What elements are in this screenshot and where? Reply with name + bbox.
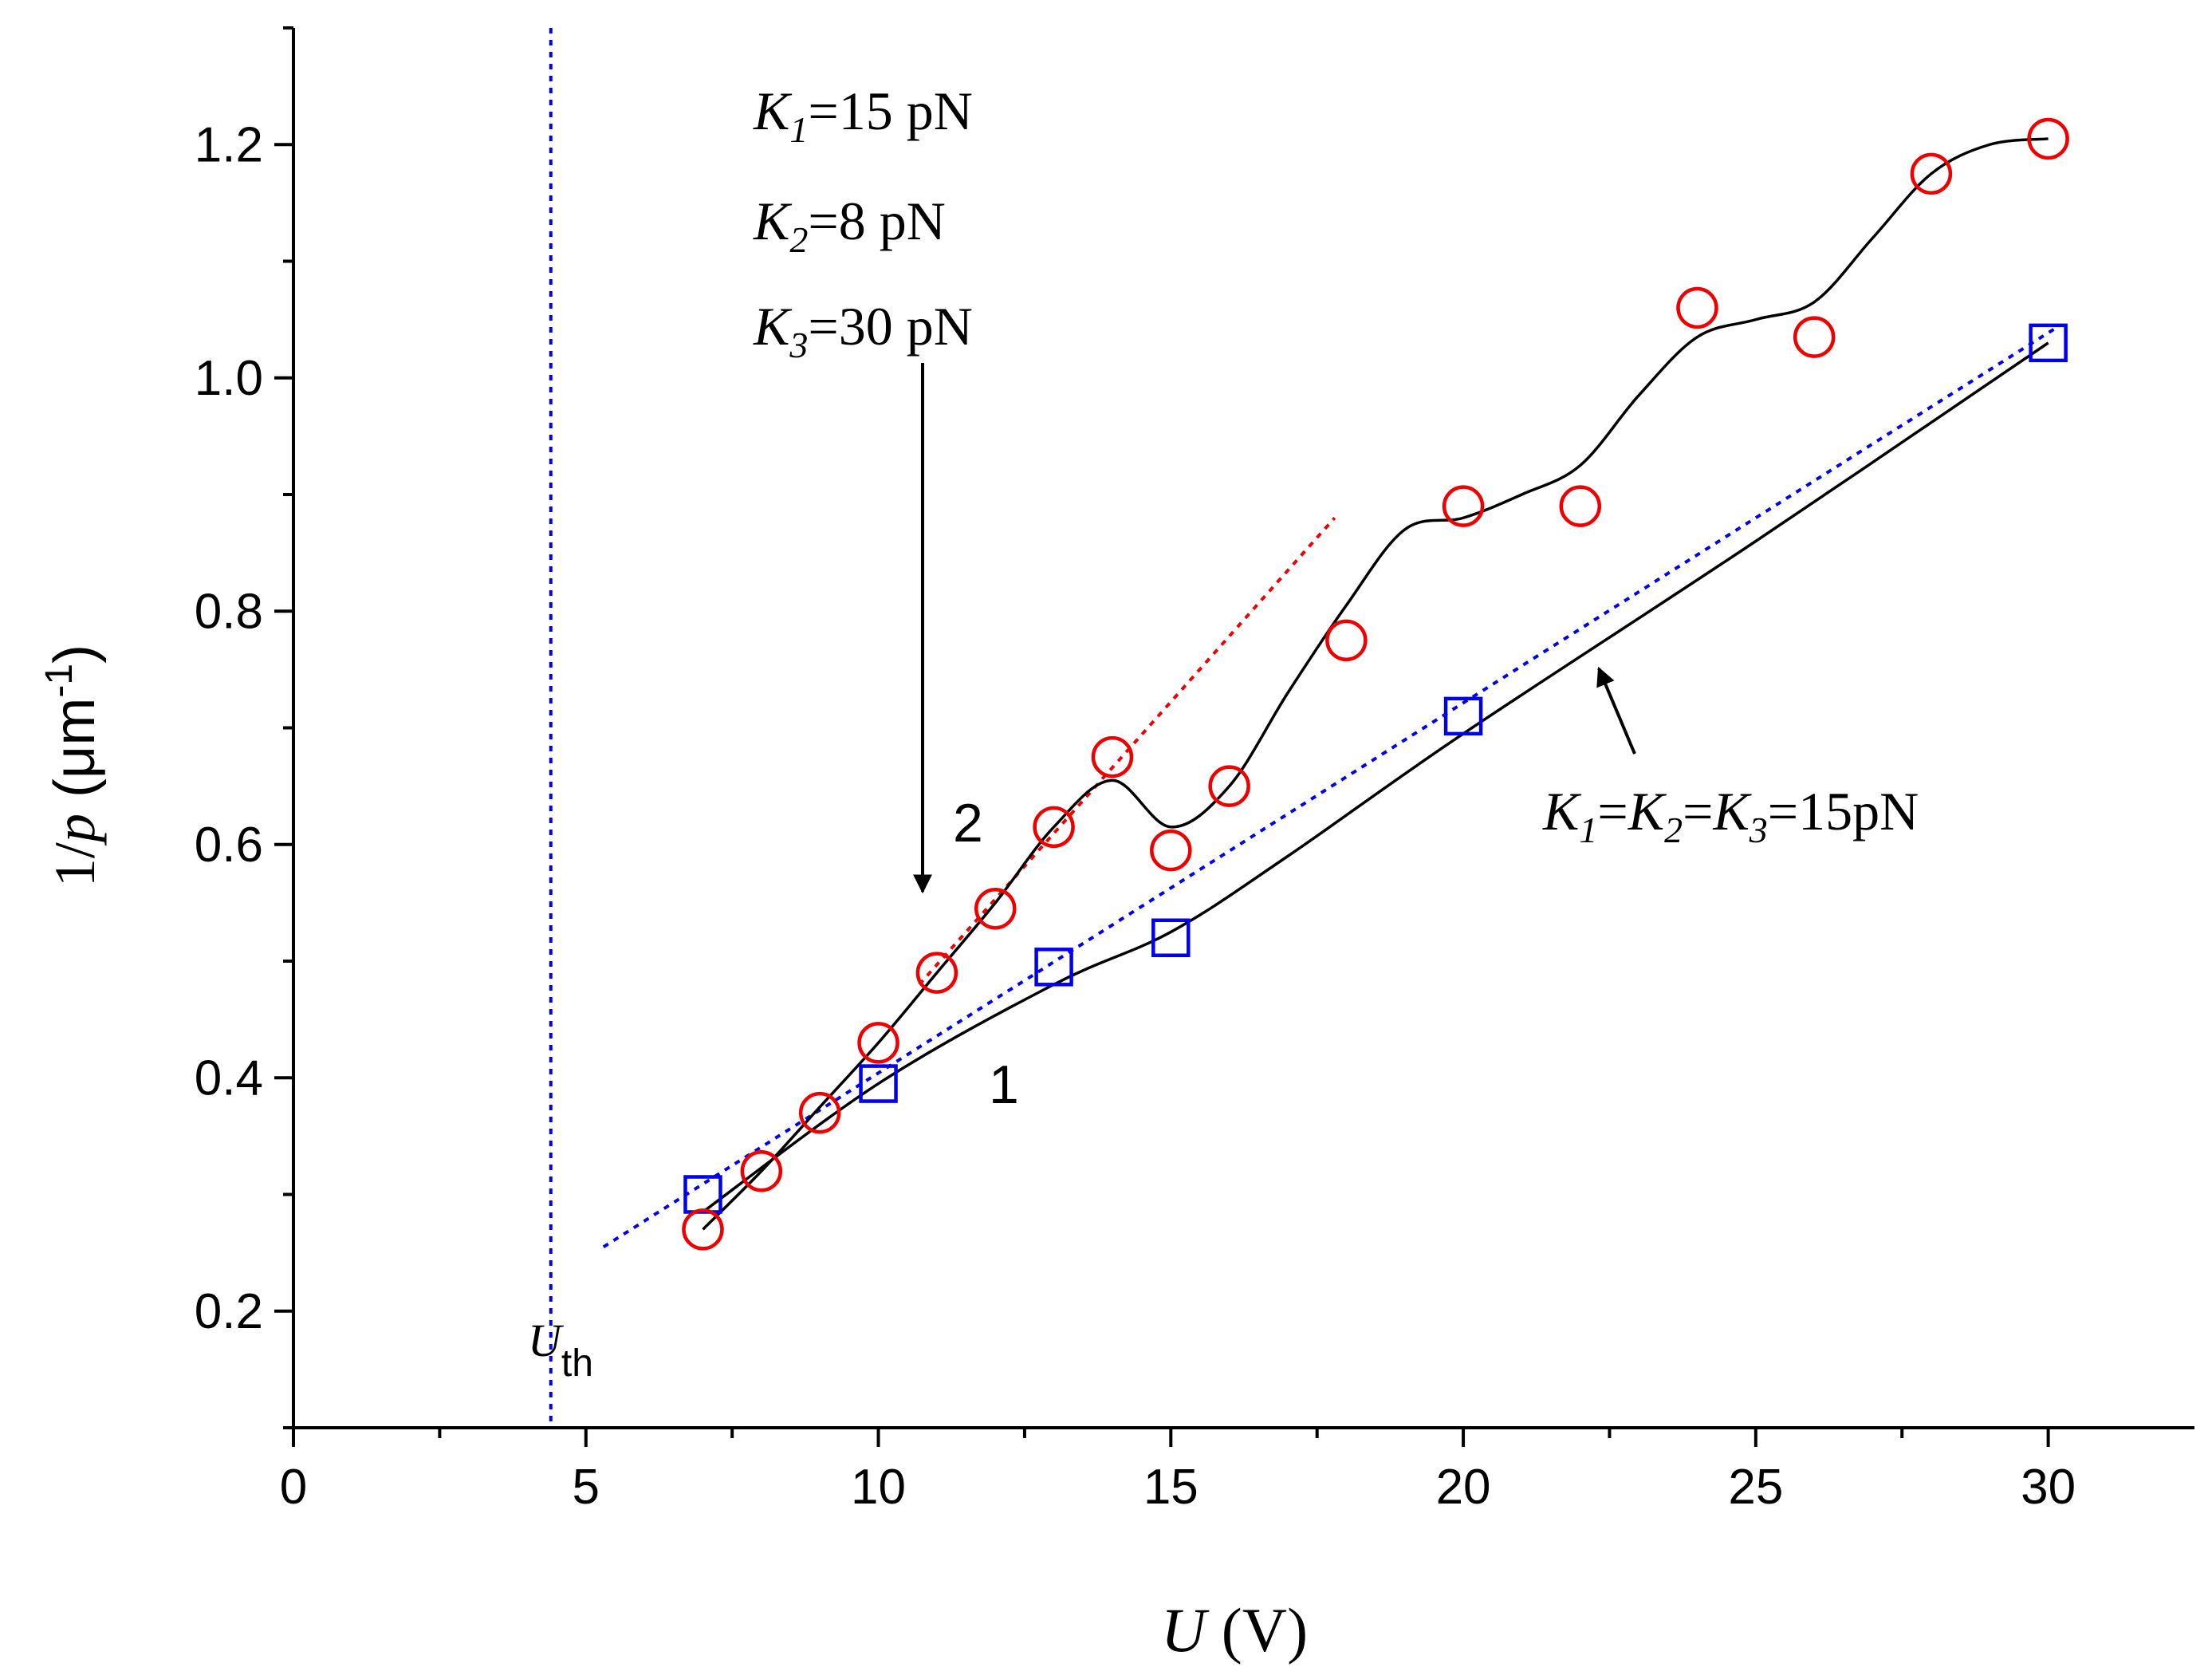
- marker-square-series-1: [2029, 323, 2068, 363]
- param-k1: K1=15 pN: [753, 81, 973, 150]
- uth-sub: th: [561, 1342, 593, 1385]
- curve-label-2: 2: [953, 793, 983, 853]
- x-tick-label: 20: [1436, 1460, 1491, 1515]
- params-block-2: K1=15 pN K2=8 pN K3=30 pN: [753, 81, 973, 365]
- x-tick-label: 0: [280, 1460, 307, 1515]
- x-axis-title: U (V): [1161, 1595, 1308, 1665]
- marker-circle-series-2: [857, 1022, 899, 1064]
- x-tick-label: 5: [573, 1460, 600, 1515]
- x-tick-label: 10: [851, 1460, 906, 1515]
- param-equal-k: K1=K2=K3=15pN: [1542, 781, 1919, 850]
- marker-circle-series-2: [974, 887, 1017, 930]
- fit-curves: [702, 137, 2049, 1231]
- y-axis-prefix: 1/: [43, 842, 107, 887]
- y-tick-label: 0.2: [195, 1284, 263, 1339]
- y-tick-label: 1.2: [195, 117, 263, 172]
- x-axis-unit: (V): [1206, 1595, 1308, 1665]
- marker-circle-series-2: [1793, 316, 1836, 358]
- uth-var: U: [528, 1314, 565, 1366]
- param-k3: K3=30 pN: [753, 296, 973, 365]
- marker-circle-series-2: [1208, 765, 1250, 807]
- arrow-to-curve-1: [1596, 666, 1636, 755]
- y-axis-title: 1/p (μm-1): [38, 644, 107, 887]
- x-tick-label: 30: [2021, 1460, 2076, 1515]
- marker-circle-series-2: [1559, 485, 1602, 527]
- x-axis-var: U: [1161, 1595, 1210, 1665]
- marker-circle-series-2: [915, 952, 958, 994]
- curve-label-1: 1: [989, 1054, 1019, 1115]
- ref-line-linear-fit-2: [918, 516, 1336, 986]
- y-axis-unit-sup: -1: [38, 664, 81, 698]
- marker-square-series-1: [859, 1064, 898, 1103]
- uth-label: Uth: [528, 1314, 593, 1385]
- fit-curve-series-1: [702, 341, 2049, 1213]
- marker-circle-series-2: [1325, 619, 1368, 662]
- x-ticks: 0 5 10 15 20 25 30: [280, 1428, 2076, 1515]
- ref-line-linear-fit-1: [602, 324, 2061, 1249]
- data-markers: [682, 117, 2069, 1251]
- marker-circle-series-2: [1910, 152, 1953, 195]
- marker-square-series-1: [1443, 696, 1483, 736]
- param-k2: K2=8 pN: [753, 191, 946, 260]
- marker-circle-series-2: [740, 1150, 783, 1192]
- marker-circle-series-2: [798, 1091, 841, 1134]
- marker-circle-series-2: [682, 1208, 724, 1251]
- axes: 0 5 10 15 20 25 30 0.2 0.4 0.6 0.8 1.0 1.2: [195, 26, 2194, 1515]
- y-tick-label: 0.4: [195, 1050, 263, 1106]
- x-tick-label: 25: [1728, 1460, 1783, 1515]
- marker-circle-series-2: [2027, 117, 2069, 160]
- y-axis-unit-close: ): [43, 644, 107, 664]
- marker-square-series-1: [1034, 948, 1073, 987]
- fit-curve-series-2: [702, 137, 2049, 1231]
- y-axis-unit-open: (μm: [43, 698, 107, 814]
- y-tick-label: 0.6: [195, 818, 263, 873]
- marker-circle-series-2: [1033, 806, 1075, 849]
- y-tick-label: 0.8: [195, 584, 263, 639]
- x-tick-label: 15: [1143, 1460, 1198, 1515]
- marker-circle-series-2: [1676, 286, 1718, 329]
- y-ticks: 0.2 0.4 0.6 0.8 1.0 1.2: [195, 26, 293, 1429]
- marker-circle-series-2: [1091, 735, 1134, 778]
- marker-square-series-1: [1151, 918, 1191, 957]
- y-tick-label: 1.0: [195, 351, 263, 406]
- reference-lines: [549, 28, 2061, 1428]
- marker-circle-series-2: [1442, 485, 1485, 527]
- y-axis-var: p: [43, 814, 107, 846]
- marker-square-series-1: [683, 1175, 722, 1214]
- marker-circle-series-2: [1150, 829, 1192, 872]
